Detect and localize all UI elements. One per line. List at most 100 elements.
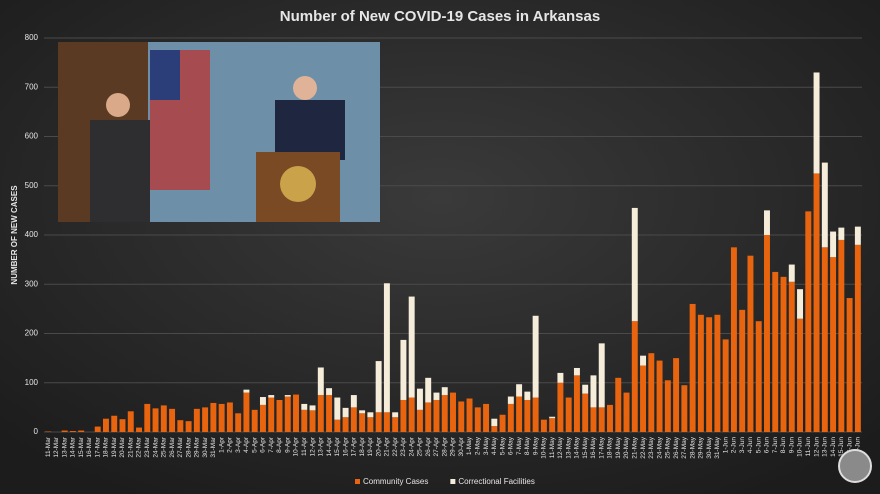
- bar-segment: [805, 211, 812, 432]
- x-tick-label: 3-Jun: [739, 437, 746, 454]
- bar-segment: [706, 317, 713, 432]
- x-tick-label: 28-Mar: [185, 436, 192, 457]
- bar-segment: [367, 417, 374, 432]
- bar-segment: [549, 416, 556, 419]
- x-tick-label: 30-Apr: [458, 436, 465, 456]
- bar-segment: [144, 403, 151, 432]
- x-tick-label: 12-Apr: [309, 436, 316, 456]
- bar-segment: [830, 231, 837, 258]
- bar-segment: [631, 207, 638, 322]
- x-tick-label: 2-Jun: [731, 437, 738, 454]
- bar-segment: [532, 315, 539, 398]
- x-tick-label: 11-Mar: [45, 436, 52, 457]
- bar-segment: [730, 247, 737, 432]
- bar-segment: [309, 405, 316, 411]
- bar-segment: [102, 418, 109, 432]
- x-tick-label: 26-May: [673, 436, 680, 458]
- bar-segment: [854, 226, 861, 245]
- bar-segment: [764, 210, 770, 235]
- bar-segment: [483, 403, 490, 432]
- x-tick-label: 4-May: [491, 436, 498, 455]
- x-tick-label: 16-Jun: [846, 437, 853, 457]
- y-tick-label: 300: [25, 279, 39, 288]
- bar-segment: [466, 398, 473, 432]
- bar-segment: [590, 375, 597, 408]
- bar-segment: [375, 361, 382, 413]
- bar-segment: [111, 415, 118, 432]
- y-axis-label: NUMBER OF NEW CASES: [10, 185, 19, 285]
- bar-segment: [259, 397, 266, 405]
- bar-segment: [623, 392, 630, 432]
- bar-segment: [648, 353, 655, 432]
- bar-segment: [193, 408, 200, 432]
- x-tick-label: 2-Apr: [227, 436, 234, 453]
- x-tick-label: 30-Mar: [202, 436, 209, 457]
- bar-segment: [681, 385, 688, 432]
- bar-segment: [383, 412, 390, 432]
- bar-segment: [441, 395, 448, 432]
- bar-segment: [326, 395, 333, 432]
- x-tick-label: 13-Apr: [318, 436, 325, 456]
- x-tick-label: 10-Jun: [797, 437, 804, 457]
- x-tick-label: 17-May: [598, 436, 605, 458]
- bar-segment: [598, 407, 605, 432]
- bar-segment: [400, 339, 407, 400]
- x-tick-label: 5-Apr: [251, 436, 258, 453]
- x-tick-label: 23-Mar: [144, 436, 151, 457]
- seal-icon: [838, 449, 872, 483]
- bar-segment: [392, 417, 399, 432]
- x-tick-label: 22-May: [640, 436, 647, 458]
- x-tick-label: 20-Apr: [375, 436, 382, 456]
- x-tick-label: 10-Apr: [293, 436, 300, 456]
- bar-segment: [582, 393, 589, 432]
- x-tick-label: 29-May: [698, 436, 705, 458]
- bar-segment: [317, 395, 324, 432]
- x-tick-label: 1-May: [466, 436, 473, 455]
- person-head: [106, 93, 130, 117]
- x-tick-label: 6-Jun: [764, 437, 771, 454]
- x-tick-label: 25-Apr: [417, 436, 424, 456]
- bar-segment: [780, 276, 787, 432]
- x-tick-label: 22-Apr: [392, 436, 399, 456]
- bar-segment: [772, 271, 779, 432]
- x-tick-label: 15-Jun: [838, 437, 845, 457]
- bar-segment: [788, 264, 795, 282]
- bar-segment: [268, 395, 275, 398]
- x-tick-label: 26-Mar: [169, 436, 176, 457]
- bar-segment: [268, 397, 275, 432]
- x-tick-label: 1-Jun: [722, 437, 729, 454]
- bar-segment: [243, 389, 250, 393]
- bar-segment: [656, 360, 663, 432]
- bar-segment: [846, 298, 853, 432]
- x-tick-label: 5-Jun: [755, 437, 762, 454]
- x-tick-label: 9-Jun: [788, 437, 795, 454]
- x-tick-label: 12-Jun: [813, 437, 820, 457]
- x-tick-label: 7-Jun: [772, 437, 779, 454]
- bar-segment: [342, 407, 349, 418]
- x-tick-label: 3-Apr: [235, 436, 242, 453]
- y-tick-label: 0: [34, 427, 39, 436]
- x-tick-label: 28-Apr: [441, 436, 448, 456]
- x-tick-label: 6-Apr: [260, 436, 267, 453]
- bar-segment: [160, 405, 167, 432]
- bar-segment: [293, 394, 299, 432]
- x-tick-label: 15-Apr: [334, 436, 341, 456]
- x-tick-label: 13-May: [565, 436, 572, 458]
- bar-segment: [573, 367, 580, 376]
- bar-segment: [739, 309, 746, 432]
- x-tick-label: 19-Apr: [367, 436, 374, 456]
- bar-segment: [350, 407, 357, 432]
- bar-segment: [301, 403, 308, 410]
- video-inset: [58, 42, 380, 222]
- x-tick-label: 21-May: [631, 436, 638, 458]
- x-tick-label: 27-Mar: [177, 436, 184, 457]
- x-tick-label: 4-Jun: [747, 437, 754, 454]
- x-tick-label: 14-May: [574, 436, 581, 458]
- x-tick-label: 3-May: [483, 436, 490, 455]
- x-tick-label: 21-Apr: [384, 436, 391, 456]
- x-tick-label: 26-Apr: [425, 436, 432, 456]
- x-tick-label: 2-May: [475, 436, 482, 455]
- x-tick-label: 23-May: [648, 436, 655, 458]
- y-tick-label: 500: [25, 181, 39, 190]
- bar-segment: [821, 247, 828, 432]
